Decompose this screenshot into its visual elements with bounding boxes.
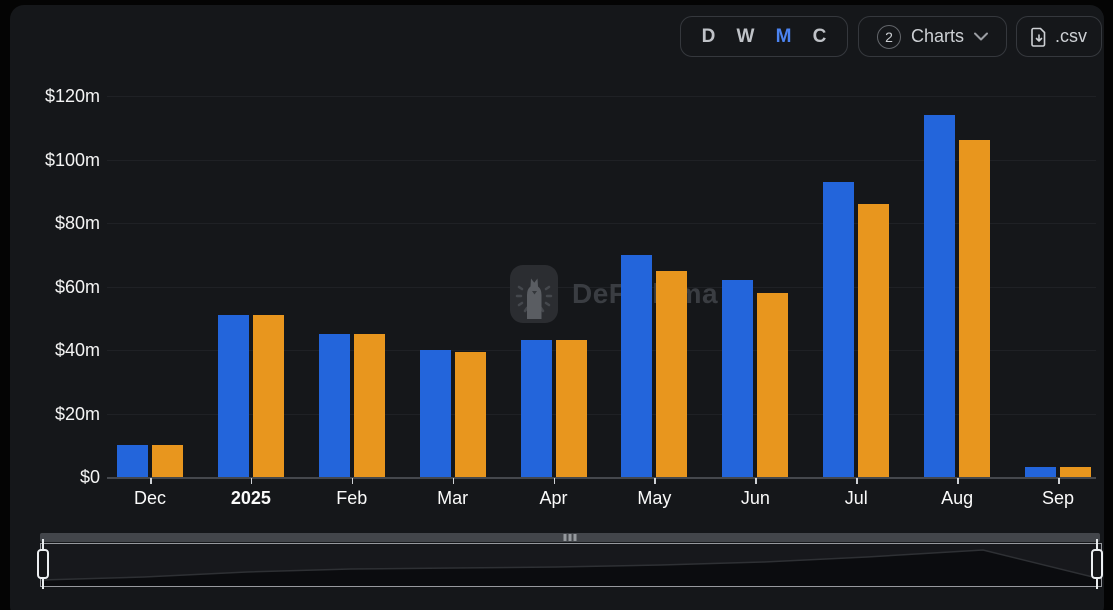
bar-sep-orange[interactable]: [1060, 467, 1091, 477]
bar-jul-blue[interactable]: [823, 181, 855, 477]
y-axis-label-$80m: $80m: [54, 213, 100, 233]
gridline-$40m: [107, 350, 1096, 351]
x-axis-label-2025: 2025: [230, 488, 271, 508]
charts-dropdown-button[interactable]: 2 Charts: [858, 16, 1007, 57]
x-tick-sep: [1058, 478, 1060, 484]
x-tick-dec: [150, 478, 152, 484]
llama-logo-icon: [510, 265, 558, 323]
bar-may-orange[interactable]: [656, 270, 688, 477]
bar-feb-blue[interactable]: [318, 334, 350, 477]
bar-jun-blue[interactable]: [722, 280, 754, 477]
bar-aug-blue[interactable]: [924, 115, 956, 477]
x-axis-label-mar: Mar: [437, 488, 469, 508]
bar-feb-orange[interactable]: [353, 334, 385, 477]
bar-dec-blue[interactable]: [117, 445, 148, 477]
gridline-$60m: [107, 286, 1096, 288]
gridline-$120m: [107, 96, 1096, 97]
y-axis-label-$20m: $20m: [54, 403, 100, 424]
interval-d-button[interactable]: D: [701, 25, 716, 47]
x-tick-jul: [856, 478, 858, 484]
x-tick-feb: [351, 478, 354, 484]
interval-c-button[interactable]: C: [812, 25, 827, 47]
x-axis-label-dec: Dec: [133, 488, 166, 508]
x-axis-label-aug: Aug: [941, 488, 974, 508]
gridline-$100m: [107, 159, 1096, 161]
x-tick-apr: [553, 478, 556, 484]
x-tick-jun: [755, 478, 757, 484]
x-axis-line: [107, 477, 1096, 479]
y-axis-label-$40m: $40m: [54, 340, 100, 360]
bar-apr-blue[interactable]: [520, 340, 552, 477]
y-axis-label-$0: $0: [79, 467, 100, 487]
drag-grip-icon[interactable]: [563, 534, 577, 541]
x-tick-2025: [250, 478, 253, 484]
bar-dec-orange[interactable]: [152, 445, 183, 477]
minimap-area-chart: [40, 549, 1102, 586]
x-axis-label-apr: Apr: [539, 488, 568, 508]
gridline-$20m: [107, 413, 1096, 415]
interval-w-button[interactable]: W: [736, 25, 755, 47]
bar-may-blue[interactable]: [621, 254, 653, 477]
y-axis-label-$100m: $100m: [44, 149, 100, 170]
y-axis-label-$60m: $60m: [54, 276, 100, 297]
horizontal-scrollbar[interactable]: [40, 533, 1100, 542]
bar-2025-blue[interactable]: [217, 315, 249, 477]
bar-sep-blue[interactable]: [1025, 467, 1056, 477]
charts-count-badge: 2: [876, 24, 901, 49]
x-tick-aug: [957, 478, 959, 484]
bar-mar-orange[interactable]: [454, 351, 486, 477]
bar-mar-blue[interactable]: [419, 350, 451, 477]
x-axis-label-jul: Jul: [844, 488, 868, 508]
bar-2025-orange[interactable]: [252, 315, 284, 477]
x-axis-label-sep: Sep: [1041, 488, 1075, 508]
x-tick-may: [654, 478, 656, 484]
file-download-icon: [1031, 27, 1047, 47]
brush-right-handle[interactable]: [1091, 549, 1103, 579]
x-axis-label-may: May: [637, 488, 672, 508]
interval-m-button[interactable]: M: [775, 25, 792, 47]
charts-dropdown-label: Charts: [910, 26, 964, 46]
bar-jul-orange[interactable]: [858, 203, 890, 477]
brush-left-handle[interactable]: [37, 549, 49, 579]
x-axis-label-feb: Feb: [336, 488, 368, 508]
zoom-brush-area[interactable]: [40, 543, 1102, 587]
gridline-$80m: [107, 223, 1096, 224]
bar-aug-orange[interactable]: [959, 140, 991, 477]
y-axis-label-$120m: $120m: [44, 86, 100, 106]
bar-jun-orange[interactable]: [757, 292, 789, 477]
x-axis-label-jun: Jun: [740, 488, 770, 508]
bar-apr-orange[interactable]: [555, 340, 587, 477]
csv-button-label: .csv: [1054, 26, 1087, 46]
chevron-down-icon: [974, 32, 988, 41]
x-tick-mar: [452, 478, 455, 484]
download-csv-button[interactable]: .csv: [1016, 16, 1102, 57]
